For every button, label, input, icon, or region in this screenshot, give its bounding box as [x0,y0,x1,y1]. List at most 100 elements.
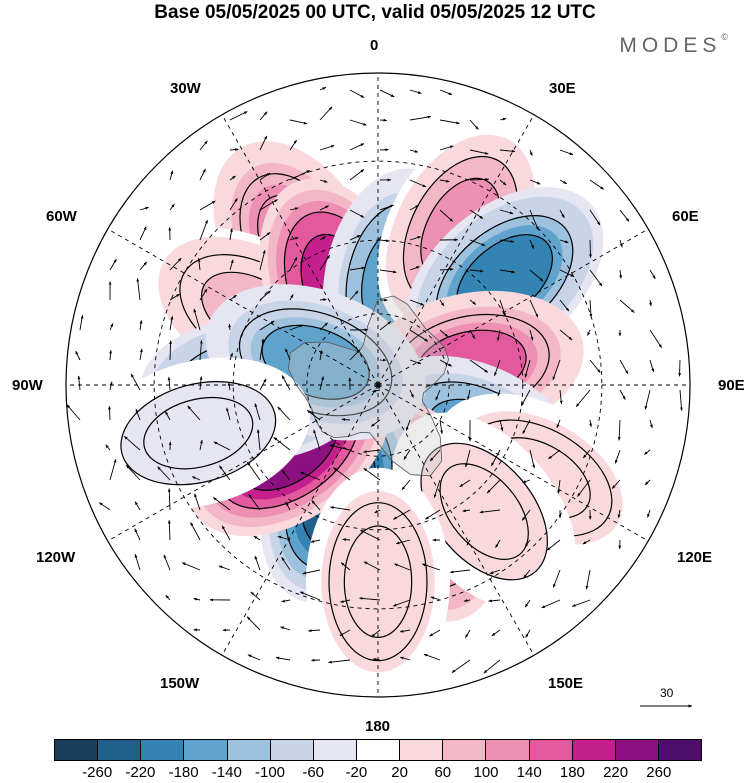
colorbar-tick-label: -260 [82,764,113,781]
wind-vector [379,204,394,211]
colorbar-cell [270,740,314,760]
wind-vector [529,239,535,249]
wind-vector [66,404,81,421]
wind-vector [139,320,143,331]
wind-vector [491,629,501,637]
wind-vector [134,501,141,511]
wind-vector [409,389,414,398]
label-60e: 60E [672,208,699,225]
colorbar-tick-label: 100 [473,764,499,781]
wind-vector [499,419,504,432]
wind-vector [589,239,592,258]
anomaly-contour [143,396,254,470]
wind-vector [342,538,351,542]
wind-vector [349,143,365,151]
wind-vector [589,359,601,373]
wind-vector [319,350,323,361]
wind-vector [433,479,441,499]
wind-vector [349,266,366,271]
wind-vector [465,629,471,638]
wind-vector [219,465,231,481]
wind-vector [394,563,411,571]
wind-vector [275,656,291,661]
wind-vector [226,407,231,421]
wind-vector [494,359,501,377]
meridian-line [377,384,649,542]
colorbar-tick-label: 20 [391,764,408,781]
wind-vector [466,539,471,546]
wind-vector [229,111,248,121]
label-150e: 150E [548,675,584,692]
wind-vector [619,239,623,248]
wind-vector [218,565,231,571]
wind-vector [679,389,683,412]
wind-vector [499,117,507,121]
wind-vector [341,418,351,421]
label-30e: 30E [549,80,576,97]
wind-vector [199,140,208,151]
wind-vector [319,254,331,271]
wind-vector [649,299,652,307]
colorbar-tick-label: 60 [434,764,452,781]
wind-vector [259,111,268,121]
wind-vector [459,479,471,488]
meridian-line [221,384,379,656]
wind-vector [571,599,591,607]
wind-vector [429,629,441,637]
wind-vector [228,323,232,331]
wind-vector [289,170,310,181]
wind-vector [311,500,321,511]
label-30w: 30W [170,80,201,97]
wind-vector [439,145,454,151]
wind-vector [289,119,308,125]
wind-vector [499,149,516,153]
latitude-circle [306,313,450,457]
wind-vector [319,106,333,121]
wind-vector [109,323,114,331]
wind-vector [469,239,486,246]
wind-vector [582,449,591,459]
wind-vector [409,115,432,121]
wind-vector [259,135,268,151]
wind-vector [333,467,351,481]
pole-marker [375,382,381,388]
wind-vector [409,299,424,306]
wind-vector [522,479,531,483]
wind-vector [363,561,381,571]
wind-vector [360,529,381,541]
wind-vector [469,359,489,373]
wind-vector [490,449,501,467]
wind-vector [643,449,651,455]
wind-vector [349,119,367,126]
wind-vector [529,149,533,156]
wind-vector [423,653,441,661]
wind-vector [589,299,593,318]
wind-vector [281,470,291,481]
wind-vector [229,259,234,271]
wind-vector [649,269,656,280]
wind-vector [313,429,321,451]
wind-vector [619,389,626,400]
wind-vector [524,599,531,608]
wind-vector [524,359,531,378]
wind-vector [139,226,147,241]
polar-stereographic-map [65,72,691,698]
colorbar-tick-label: -100 [254,764,286,781]
colorbar-cell [356,740,401,760]
wind-vector [469,177,490,181]
wind-vector [619,269,623,279]
wind-vector [559,329,573,341]
wind-vector [108,405,111,421]
wind-vector [495,539,501,548]
wind-vector [349,290,359,301]
wind-vector [488,599,501,603]
wind-vector [548,449,561,460]
wind-vector [349,349,361,361]
wind-vector [392,599,411,607]
wind-vector [577,479,591,497]
wind-vector [363,449,381,454]
wind-vector [559,299,570,312]
wind-vector [199,339,203,361]
wind-vector [109,458,117,481]
wind-vector [256,429,261,451]
